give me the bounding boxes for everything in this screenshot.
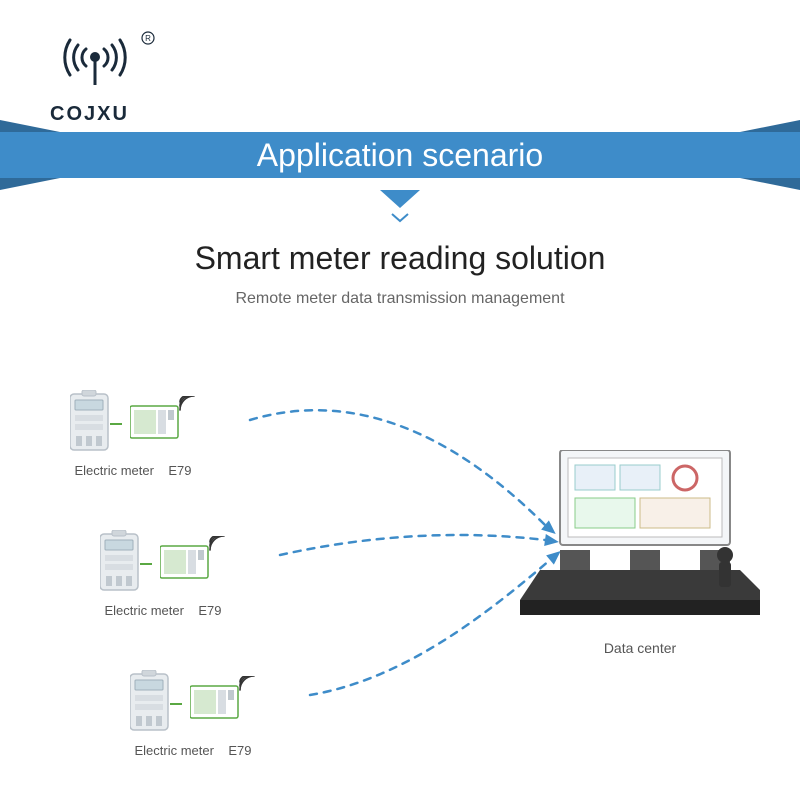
electric-meter-icon xyxy=(100,530,140,597)
node-meter2: Electric meter E79 xyxy=(100,530,226,618)
electric-meter-icon xyxy=(70,390,110,457)
brand-logo-area: R COJXU xyxy=(50,30,160,126)
node-datacenter: Data center xyxy=(520,450,760,656)
module-label: E79 xyxy=(198,603,221,618)
wire xyxy=(140,563,152,565)
module-label: E79 xyxy=(228,743,251,758)
antenna-icon: R xyxy=(50,30,160,90)
node-meter3: Electric meter E79 xyxy=(130,670,256,758)
banner-pointer xyxy=(0,190,800,230)
meter-label: Electric meter xyxy=(74,463,153,478)
svg-text:R: R xyxy=(145,34,151,43)
module-icon xyxy=(160,536,226,591)
module-icon xyxy=(130,396,196,451)
wire xyxy=(110,423,122,425)
meter-label: Electric meter xyxy=(134,743,213,758)
banner: Application scenario xyxy=(0,120,800,190)
module-icon xyxy=(190,676,256,731)
meter-label: Electric meter xyxy=(104,603,183,618)
chevron-down-icon xyxy=(0,190,800,235)
heading-sub: Remote meter data transmission managemen… xyxy=(0,290,800,308)
electric-meter-icon xyxy=(130,670,170,737)
wire xyxy=(170,703,182,705)
banner-title: Application scenario xyxy=(257,137,543,174)
datacenter-label: Data center xyxy=(520,640,760,656)
node-label: Electric meter E79 xyxy=(130,743,256,758)
diagram-area: Electric meter E79Electric meter E79Elec… xyxy=(0,330,800,800)
module-label: E79 xyxy=(168,463,191,478)
node-meter1: Electric meter E79 xyxy=(70,390,196,478)
datacenter-icon xyxy=(520,450,760,625)
node-label: Electric meter E79 xyxy=(70,463,196,478)
heading-main: Smart meter reading solution xyxy=(0,240,800,277)
node-label: Electric meter E79 xyxy=(100,603,226,618)
